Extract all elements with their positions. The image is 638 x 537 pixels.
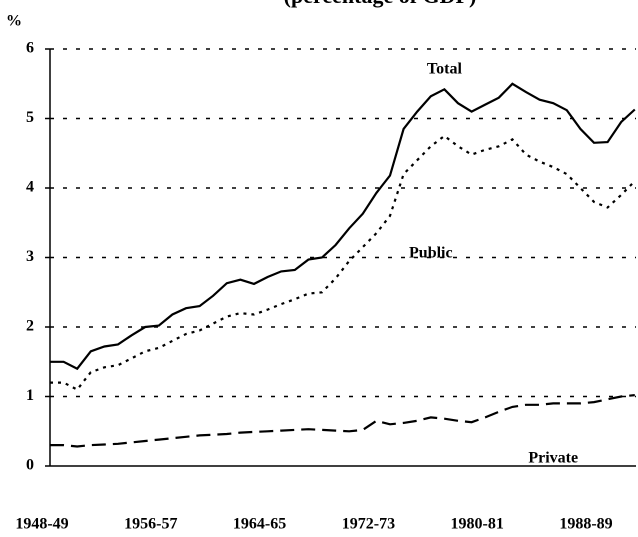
line-series <box>50 134 636 391</box>
y-tick-label: 4 <box>26 179 34 196</box>
x-tick-label: 1988-89 <box>559 516 612 533</box>
y-tick-label: 3 <box>26 248 34 265</box>
series-label: Public <box>409 245 453 262</box>
y-axis-label: % <box>6 13 22 30</box>
y-tick-label: 5 <box>26 109 34 126</box>
y-tick-label: 1 <box>26 387 34 404</box>
series-label: Total <box>427 61 463 78</box>
line-series <box>50 394 635 448</box>
chart-title: (percentage of GDP) <box>284 0 477 8</box>
y-tick-label: 6 <box>26 40 34 57</box>
series-label: Private <box>528 450 578 467</box>
y-tick-label: 2 <box>26 318 34 335</box>
x-tick-label: 1980-81 <box>451 516 504 533</box>
x-tick-label: 1964-65 <box>233 516 286 533</box>
x-tick-label: 1972-73 <box>342 516 395 533</box>
x-tick-label: 1956-57 <box>124 516 177 533</box>
x-tick-label: 1948-49 <box>15 516 68 533</box>
y-tick-label: 0 <box>26 457 34 474</box>
line-series <box>50 82 636 371</box>
